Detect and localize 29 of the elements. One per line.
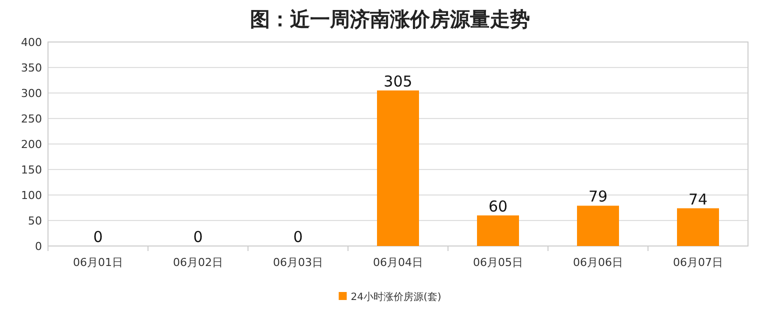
- bar: [677, 208, 719, 246]
- data-label: 60: [488, 197, 508, 216]
- y-tick-label: 200: [21, 138, 42, 151]
- x-tick-label: 06月06日: [573, 256, 623, 269]
- data-label: 305: [384, 72, 412, 90]
- x-tick-label: 06月01日: [73, 256, 123, 269]
- y-tick-label: 300: [21, 87, 42, 100]
- data-label: 0: [293, 228, 303, 246]
- y-tick-label: 50: [28, 214, 42, 228]
- x-tick-label: 06月03日: [273, 256, 323, 269]
- x-tick-label: 06月04日: [373, 256, 423, 269]
- data-label: 74: [688, 190, 708, 208]
- legend-label: 24小时涨价房源(套): [350, 291, 442, 303]
- y-tick-label: 250: [21, 112, 42, 126]
- x-tick-label: 06月02日: [173, 256, 223, 269]
- data-label: 79: [588, 188, 608, 206]
- y-tick-label: 0: [35, 240, 42, 253]
- y-tick-label: 350: [21, 62, 42, 74]
- bar: [477, 215, 519, 246]
- x-tick-label: 06月05日: [473, 256, 523, 269]
- bar: [577, 206, 619, 246]
- data-label: 0: [193, 228, 203, 246]
- x-tick-label: 06月07日: [673, 256, 723, 269]
- y-tick-label: 400: [21, 36, 42, 49]
- y-tick-label: 100: [21, 189, 42, 202]
- y-tick-label: 150: [21, 164, 42, 176]
- data-label: 0: [93, 228, 103, 246]
- chart-title: 图：近一周济南涨价房源量走势: [250, 7, 530, 31]
- bar: [377, 90, 419, 246]
